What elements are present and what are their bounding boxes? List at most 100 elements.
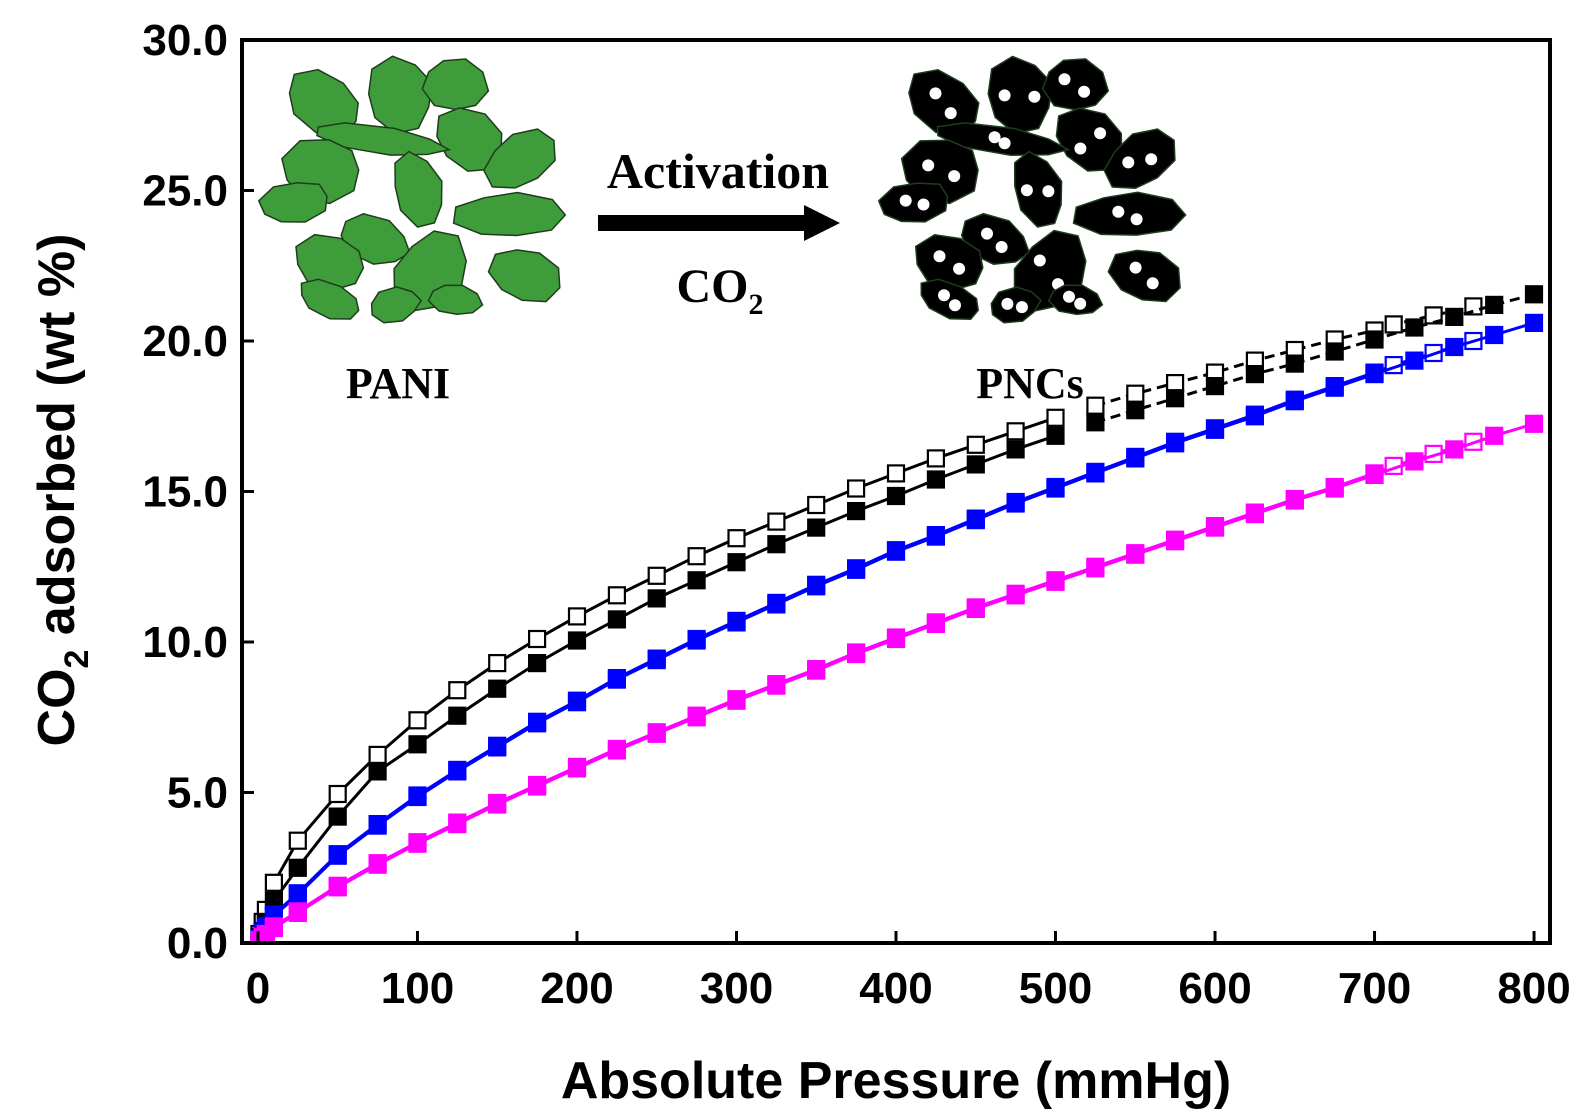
y-tick-label: 20.0	[142, 317, 228, 366]
data-point	[966, 435, 985, 454]
data-point	[767, 512, 786, 531]
data-point	[328, 846, 347, 865]
series-line	[1094, 292, 1535, 424]
data-point	[1464, 297, 1483, 316]
particle-shape	[987, 55, 1053, 135]
particle-shape	[367, 55, 434, 135]
data-point	[1445, 337, 1464, 357]
data-point	[1365, 365, 1384, 384]
particle-shape	[487, 249, 561, 303]
data-point	[647, 724, 666, 743]
data-point	[264, 918, 283, 938]
pore-dot	[988, 131, 1001, 144]
data-point	[1086, 464, 1105, 483]
data-point	[1165, 532, 1185, 551]
data-point	[687, 708, 706, 727]
data-point	[767, 595, 786, 614]
pore-dot	[949, 299, 961, 312]
data-point	[1405, 318, 1424, 337]
data-point	[1006, 494, 1025, 513]
pore-dot	[1074, 297, 1087, 310]
pore-dot	[929, 87, 942, 100]
data-point	[408, 787, 427, 807]
data-point	[448, 762, 467, 781]
data-point	[488, 679, 507, 698]
data-point	[926, 527, 946, 546]
y-tick-label: 5.0	[167, 769, 228, 818]
data-point	[926, 614, 946, 634]
y-axis-label: CO2 adsorbed (wt %)	[28, 234, 96, 747]
data-point	[1046, 426, 1065, 445]
data-point	[1046, 408, 1065, 427]
pore-dot	[1129, 261, 1142, 274]
pore-dot	[1058, 73, 1071, 86]
pore-dot	[1112, 205, 1125, 218]
particle-shape	[990, 286, 1042, 324]
data-point	[727, 613, 746, 632]
data-point	[1285, 392, 1304, 411]
particle-shape	[370, 286, 423, 324]
particle-shape	[295, 233, 365, 292]
x-tick-label: 100	[381, 964, 454, 1013]
data-point	[1126, 401, 1145, 420]
data-point	[328, 878, 347, 897]
data-point	[408, 711, 427, 730]
data-point	[488, 795, 507, 814]
data-point	[1524, 285, 1544, 304]
particle-shape	[877, 182, 949, 223]
data-point	[288, 903, 307, 923]
data-point	[1485, 426, 1504, 445]
x-tick-label: 400	[859, 964, 932, 1013]
data-point	[288, 858, 307, 877]
data-point	[527, 714, 547, 733]
pani-particle-cluster	[257, 55, 567, 324]
data-point	[727, 691, 746, 710]
data-point	[647, 566, 666, 585]
data-point	[886, 542, 906, 561]
data-point	[567, 693, 587, 712]
pore-dot	[1028, 90, 1041, 103]
particle-shape	[482, 128, 556, 189]
x-tick-label: 800	[1497, 964, 1570, 1013]
inset-illustration: Activation CO2 PANI PNCs	[257, 55, 1187, 408]
particle-shape	[1072, 191, 1187, 236]
data-point	[807, 577, 826, 596]
data-point	[1325, 378, 1344, 397]
data-point	[926, 470, 946, 489]
data-point	[1126, 384, 1145, 403]
pore-dot	[1145, 153, 1158, 166]
data-point	[527, 629, 547, 649]
data-point	[1126, 545, 1145, 564]
data-point	[1365, 330, 1384, 349]
data-point	[687, 631, 706, 650]
data-point	[1086, 413, 1105, 432]
series-3	[1086, 285, 1544, 432]
pore-dot	[899, 194, 912, 207]
y-tick-label: 25.0	[142, 167, 228, 216]
pore-dot	[1074, 142, 1087, 155]
particle-shape	[1013, 150, 1063, 228]
data-point	[1165, 374, 1185, 393]
pore-dot	[948, 170, 961, 183]
pore-dot	[1078, 85, 1091, 98]
y-tick-label: 15.0	[142, 468, 228, 517]
data-point	[368, 816, 387, 835]
x-tick-label: 300	[700, 964, 773, 1013]
data-point	[607, 610, 627, 629]
data-point	[846, 560, 866, 579]
series-6	[250, 432, 1483, 943]
data-point	[488, 738, 507, 757]
data-point	[328, 784, 347, 804]
particle-shape	[436, 107, 503, 172]
data-point	[647, 650, 666, 670]
data-point	[1445, 440, 1464, 459]
particle-shape	[1107, 249, 1181, 303]
data-point	[1485, 325, 1504, 345]
data-point	[807, 495, 826, 515]
data-point	[926, 449, 946, 468]
data-point	[408, 834, 427, 853]
data-point	[1086, 396, 1105, 415]
data-point	[567, 631, 587, 650]
x-tick-label: 500	[1019, 964, 1092, 1013]
